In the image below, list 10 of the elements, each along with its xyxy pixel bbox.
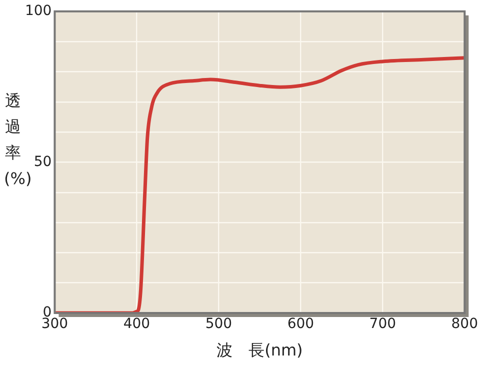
x-tick-label: 800 bbox=[451, 316, 478, 332]
x-tick-label: 500 bbox=[205, 316, 232, 332]
y-tick-label: 100 bbox=[24, 3, 52, 20]
line-series bbox=[54, 56, 465, 313]
x-tick-label: 700 bbox=[369, 316, 396, 332]
x-tick-label: 600 bbox=[287, 316, 314, 332]
y-tick-label: 50 bbox=[34, 154, 52, 170]
x-tick-label: 400 bbox=[123, 316, 150, 332]
y-axis-title: 透過率(%) bbox=[4, 90, 32, 190]
x-axis-title: 波 長(nm) bbox=[216, 340, 303, 360]
